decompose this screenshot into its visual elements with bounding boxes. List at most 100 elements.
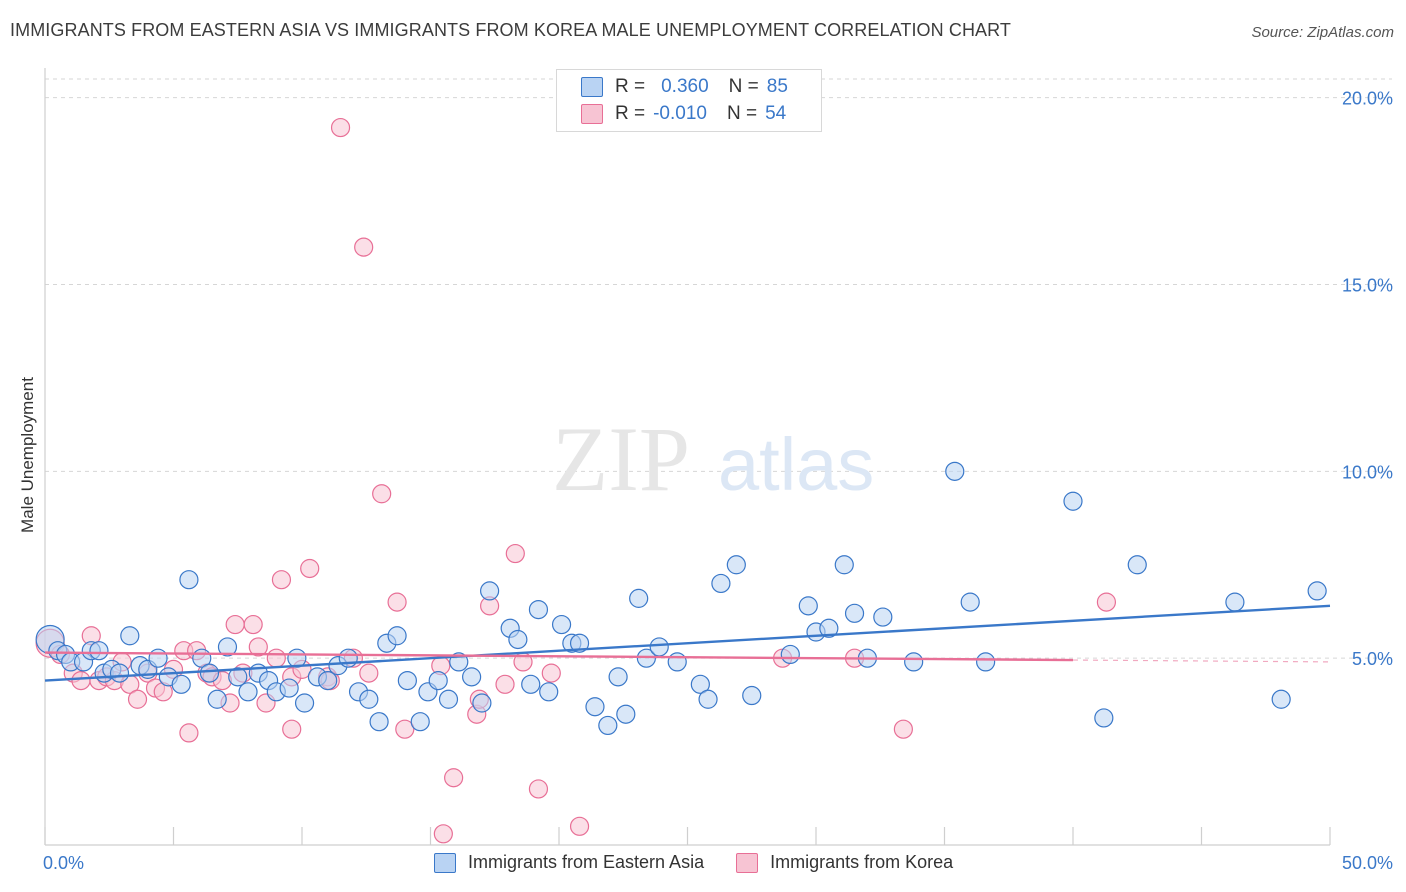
korea-point bbox=[282, 719, 302, 739]
tick-labels: 5.0% 10.0% 15.0% 20.0% 0.0% 50.0% bbox=[43, 89, 1393, 873]
eastern-asia-point bbox=[238, 682, 258, 702]
korea-point bbox=[495, 674, 515, 694]
eastern-asia-point bbox=[780, 644, 800, 665]
eastern-asia-point bbox=[726, 555, 746, 575]
eastern-asia-point bbox=[1271, 689, 1291, 709]
korea-point bbox=[433, 824, 453, 844]
eastern-asia-point bbox=[873, 607, 893, 627]
r-value: 0.360 bbox=[661, 76, 709, 97]
eastern-asia-point bbox=[148, 648, 168, 668]
korea-point bbox=[71, 670, 91, 691]
eastern-asia-point bbox=[109, 663, 130, 683]
eastern-asia-point bbox=[397, 670, 417, 691]
eastern-asia-point bbox=[508, 629, 528, 650]
eastern-asia-point bbox=[598, 715, 618, 736]
x-tick-label: 0.0% bbox=[43, 853, 84, 873]
eastern-asia-point bbox=[462, 667, 482, 687]
source-label: Source: ZipAtlas.com bbox=[1251, 24, 1394, 41]
eastern-asia-point bbox=[616, 704, 636, 724]
watermark-atlas: atlas bbox=[718, 423, 874, 506]
legend-item-eastern-asia: Immigrants from Eastern Asia bbox=[434, 852, 704, 873]
eastern-asia-point bbox=[528, 599, 549, 620]
eastern-asia-point bbox=[1063, 491, 1083, 511]
n-value: 85 bbox=[766, 76, 788, 97]
korea-point bbox=[1096, 592, 1117, 612]
korea-point bbox=[225, 614, 245, 635]
eastern-asia-point bbox=[690, 674, 710, 694]
n-label: N = bbox=[726, 103, 758, 124]
watermark-zip: ZIP bbox=[552, 408, 690, 510]
y-tick-label: 5.0% bbox=[1352, 649, 1393, 669]
legend-item-korea: Immigrants from Korea bbox=[736, 852, 953, 873]
eastern-asia-point bbox=[1094, 708, 1114, 728]
eastern-asia-point bbox=[120, 626, 140, 646]
eastern-asia-point bbox=[976, 652, 996, 672]
eastern-asia-point bbox=[649, 637, 669, 657]
eastern-asia-point bbox=[410, 712, 430, 732]
eastern-asia-point bbox=[217, 637, 238, 657]
eastern-asia-point bbox=[585, 697, 605, 717]
korea-point bbox=[179, 723, 199, 743]
pink-swatch bbox=[736, 852, 759, 873]
y-tick-label: 15.0% bbox=[1342, 276, 1393, 296]
legend-label: Immigrants from Eastern Asia bbox=[468, 852, 705, 872]
eastern-asia-point bbox=[318, 670, 338, 691]
eastern-asia-point bbox=[387, 626, 407, 646]
korea-point bbox=[387, 592, 407, 612]
chart-title: IMMIGRANTS FROM EASTERN ASIA VS IMMIGRAN… bbox=[10, 20, 1012, 40]
eastern-asia-point bbox=[1307, 581, 1327, 601]
r-label: R = bbox=[615, 103, 646, 124]
korea-point bbox=[248, 637, 268, 657]
eastern-asia-point bbox=[1225, 592, 1245, 612]
korea-point bbox=[300, 558, 320, 579]
eastern-asia-point bbox=[438, 689, 459, 709]
eastern-asia-trend-line bbox=[44, 604, 1331, 682]
korea-point bbox=[330, 117, 351, 138]
legend-row-eastern-asia: R = 0.360 N = 85 bbox=[581, 75, 788, 99]
watermark: ZIP atlas bbox=[552, 408, 874, 510]
eastern-asia-point bbox=[1127, 555, 1147, 575]
pink-swatch bbox=[581, 104, 603, 124]
grid-lines bbox=[45, 78, 1392, 659]
eastern-asia-point bbox=[199, 663, 220, 683]
eastern-asia-point bbox=[539, 682, 559, 702]
correlation-legend: R = 0.360 N = 85 R = -0.010 N = 54 bbox=[556, 69, 822, 132]
korea-point bbox=[354, 237, 374, 257]
legend-row-korea: R = -0.010 N = 54 bbox=[581, 102, 786, 126]
n-label: N = bbox=[728, 76, 759, 97]
korea-point bbox=[541, 663, 561, 683]
korea-point bbox=[243, 614, 263, 635]
eastern-asia-point bbox=[179, 570, 199, 590]
eastern-asia-point bbox=[171, 674, 191, 694]
eastern-asia-point bbox=[89, 641, 109, 661]
y-tick-label: 10.0% bbox=[1342, 462, 1393, 482]
blue-swatch bbox=[581, 77, 603, 97]
eastern-asia-point bbox=[698, 689, 718, 709]
eastern-asia-point bbox=[521, 674, 541, 694]
eastern-asia-point bbox=[428, 670, 448, 691]
n-value: 54 bbox=[765, 103, 787, 124]
korea-point bbox=[569, 816, 590, 836]
eastern-asia-point bbox=[798, 596, 818, 616]
korea-point bbox=[266, 648, 286, 668]
eastern-asia-point bbox=[551, 614, 572, 635]
eastern-asia-point bbox=[945, 461, 965, 481]
eastern-asia-point bbox=[667, 652, 687, 672]
legend-label: Immigrants from Korea bbox=[770, 852, 954, 872]
korea-point bbox=[359, 663, 379, 683]
blue-swatch bbox=[434, 852, 456, 873]
eastern-asia-point bbox=[569, 633, 590, 653]
r-value: -0.010 bbox=[653, 103, 707, 124]
x-tick-label: 50.0% bbox=[1342, 853, 1393, 873]
axes bbox=[44, 68, 1331, 846]
trend-lines bbox=[44, 604, 1331, 682]
r-label: R = bbox=[615, 76, 646, 97]
eastern-asia-point bbox=[742, 685, 762, 706]
eastern-asia-point bbox=[228, 667, 248, 687]
eastern-asia-point bbox=[207, 689, 227, 709]
eastern-asia-point bbox=[960, 592, 980, 612]
y-tick-label: 20.0% bbox=[1342, 89, 1393, 109]
eastern-asia-point bbox=[369, 712, 389, 732]
eastern-asia-point bbox=[629, 588, 649, 608]
